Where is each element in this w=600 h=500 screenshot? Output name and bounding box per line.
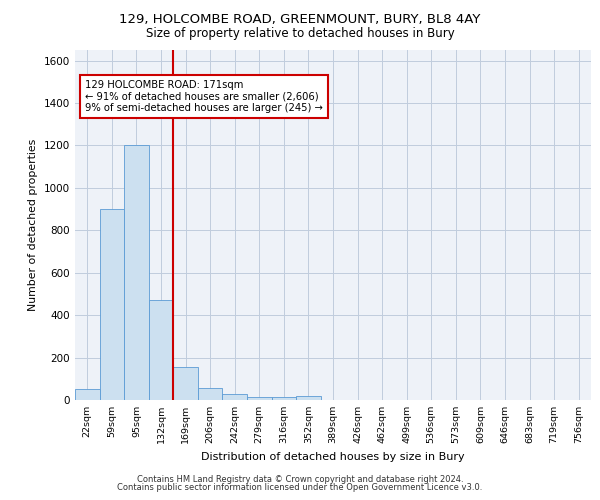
Text: Contains HM Land Registry data © Crown copyright and database right 2024.: Contains HM Land Registry data © Crown c…	[137, 475, 463, 484]
Bar	[149, 300, 173, 400]
Bar	[173, 367, 198, 400]
Bar	[247, 397, 272, 400]
Text: 129, HOLCOMBE ROAD, GREENMOUNT, BURY, BL8 4AY: 129, HOLCOMBE ROAD, GREENMOUNT, BURY, BL…	[119, 12, 481, 26]
Bar	[124, 146, 149, 400]
Bar	[100, 209, 124, 400]
Bar	[198, 388, 223, 400]
Text: Size of property relative to detached houses in Bury: Size of property relative to detached ho…	[146, 28, 454, 40]
X-axis label: Distribution of detached houses by size in Bury: Distribution of detached houses by size …	[201, 452, 465, 462]
Bar	[75, 390, 100, 400]
Text: 129 HOLCOMBE ROAD: 171sqm
← 91% of detached houses are smaller (2,606)
9% of sem: 129 HOLCOMBE ROAD: 171sqm ← 91% of detac…	[85, 80, 323, 113]
Y-axis label: Number of detached properties: Number of detached properties	[28, 139, 38, 311]
Bar	[272, 397, 296, 400]
Bar	[296, 396, 321, 400]
Bar	[223, 394, 247, 400]
Text: Contains public sector information licensed under the Open Government Licence v3: Contains public sector information licen…	[118, 484, 482, 492]
